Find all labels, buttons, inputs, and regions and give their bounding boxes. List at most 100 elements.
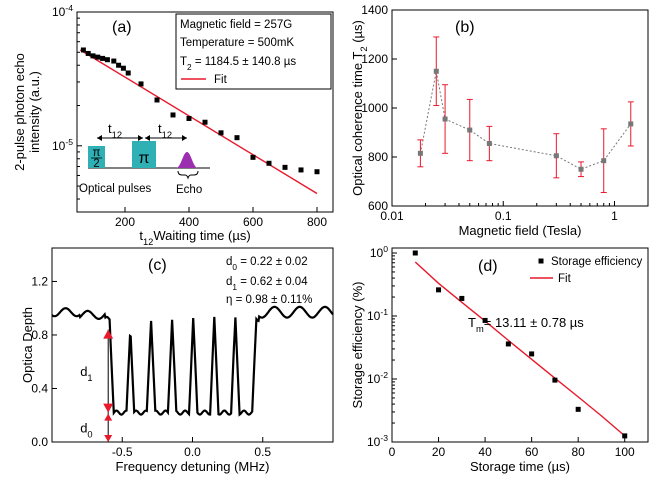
panel-b-xtick-label: 1 <box>611 209 618 223</box>
panel-c-xtick-label: -0.5 <box>112 445 133 459</box>
panel-a-xlabel: t12Waiting time (µs) <box>139 228 250 247</box>
panel-a-legend-fit-label: Fit <box>214 74 228 86</box>
panel-d-point <box>505 341 511 347</box>
panel-a-point <box>111 58 117 64</box>
panel-d-label: (d) <box>478 258 498 275</box>
panel-d-legend-point-label: Storage efficiency <box>551 256 642 268</box>
inset-arrow-2-head-left <box>145 135 150 141</box>
panel-a-point <box>266 160 272 166</box>
panel-d-point <box>552 377 558 383</box>
panel-b-point <box>467 127 473 133</box>
panel-b-xtick-label: 0.1 <box>495 209 512 223</box>
panel-a-label: (a) <box>112 19 132 36</box>
panel-a-ytick-label: 10-4 <box>52 3 73 19</box>
panel-c-ylabel: Optica Depth <box>20 307 35 383</box>
panel-c-annotation: d1 = 0.62 ± 0.04 <box>226 276 308 292</box>
panel-d-annotation: Tm= 13.11 ± 0.78 µs <box>468 315 584 334</box>
panel-b-point <box>601 158 607 164</box>
panel-a-ylabel-line1: 2-pulse photon echo <box>12 53 27 171</box>
panel-c: -0.5 0.0 0.5 0.0 0.4 0.8 1.2 Frequency detuning… <box>20 247 334 474</box>
panel-c-label: (c) <box>148 257 167 274</box>
panel-b-frame <box>391 9 649 207</box>
panel-b-point <box>578 166 584 172</box>
panel-b-point <box>442 116 448 122</box>
panel-d-ytick-label: 100 <box>370 244 388 260</box>
panel-c-annotation: d0 = 0.22 ± 0.02 <box>226 256 308 272</box>
panel-b-point <box>628 121 634 127</box>
inset-echo-brace <box>177 170 199 180</box>
panel-d-xtick-label: 60 <box>525 445 539 459</box>
panel-a-legend-t2: T2 = 1184.5 ± 140.8 µs <box>180 56 296 72</box>
panel-c-d0-head-top <box>104 413 113 421</box>
panel-d-xtick-label: 80 <box>572 445 586 459</box>
inset-arrow-1-head-right <box>138 135 143 141</box>
panel-a-point <box>138 81 144 87</box>
inset-t12-label-1: t12 <box>108 121 122 140</box>
inset-pulse-half-pi <box>88 146 105 168</box>
panel-d-xlabel: Storage time (µs) <box>470 459 570 474</box>
panel-d-point <box>459 295 465 301</box>
panel-a-xtick-label: 400 <box>179 215 199 229</box>
inset-pulse-pi <box>132 141 156 168</box>
panel-b-point <box>486 141 492 147</box>
panel-d-point <box>622 433 628 439</box>
panel-a-xtick-label: 200 <box>115 215 135 229</box>
panel-d-ytick-label: 10-2 <box>367 370 388 386</box>
panel-a-ylabel-line2: intensity (a.u.) <box>27 71 42 153</box>
panel-d-point <box>575 406 581 412</box>
panel-c-ytick-label: 0.8 <box>31 328 48 342</box>
panel-b-ytick-label: 600 <box>368 199 388 213</box>
panel-b-ytick-label: 1000 <box>361 101 388 115</box>
panel-d-xtick-label: 40 <box>478 445 492 459</box>
inset-pi-symbol: π <box>138 150 149 167</box>
panel-c-xtick-label: 0.5 <box>254 445 271 459</box>
panel-a-point <box>120 65 126 71</box>
panel-d-xtick-label: 20 <box>432 445 446 459</box>
panel-b-point <box>553 153 559 159</box>
panel-a-point <box>125 70 131 76</box>
panel-a-point <box>170 112 176 118</box>
panel-a-ylabel: 2-pulse photon echo intensity (a.u.) <box>12 53 42 171</box>
panel-d-point <box>529 351 535 357</box>
panel-a: 200 400 600 800 10-5 10-4 t12Waiting time (µs)… <box>12 3 334 247</box>
panel-c-annotation: η = 0.98 ± 0.11% <box>226 294 312 306</box>
panel-d-fit-line <box>414 261 626 437</box>
inset-pulses-label: Optical pulses <box>79 183 151 195</box>
panel-a-point <box>234 135 240 141</box>
panel-d-ytick-label: 10-3 <box>367 433 388 449</box>
panel-a-xtick-label: 800 <box>307 215 327 229</box>
panel-c-ytick-label: 0.0 <box>31 435 48 449</box>
panel-b-label: (b) <box>455 19 475 36</box>
panel-a-legend-field: Magnetic field = 257G <box>180 19 292 31</box>
panel-a-point <box>218 130 224 136</box>
panel-a-point <box>85 50 91 56</box>
panel-a-fit-line <box>79 49 318 195</box>
inset-arrow-1-head-left <box>97 135 102 141</box>
panel-c-ytick-label: 1.2 <box>31 274 48 288</box>
panel-a-point <box>314 169 320 175</box>
panel-d-legend-fit-label: Fit <box>558 273 572 285</box>
inset-echo-label: Echo <box>176 184 202 196</box>
panel-d: 0 20 40 60 80 100 10-3 10-2 10-1 100 Storage time … <box>350 244 649 474</box>
panel-d-frame <box>391 247 649 443</box>
panel-a-point <box>116 62 122 68</box>
panel-c-xtick-label: 0.0 <box>184 445 201 459</box>
panel-a-point <box>104 57 110 63</box>
panel-b-ytick-label: 1200 <box>361 52 388 66</box>
panel-a-point <box>202 119 208 125</box>
panel-a-xtick-label: 600 <box>243 215 263 229</box>
inset-echo-pulse <box>176 152 198 168</box>
panel-d-xtick-label: 100 <box>615 445 635 459</box>
inset-half-pi-den: 2 <box>93 158 99 170</box>
panel-a-legend-box <box>175 13 332 90</box>
panel-d-point <box>436 287 442 293</box>
panel-b-point <box>433 68 439 74</box>
panel-d-xtick-label: 0 <box>389 445 396 459</box>
panel-d-point <box>482 317 488 323</box>
panel-d-ylabel: Storage efficiency (%) <box>350 282 365 409</box>
panel-b-xlabel: Magnetic field (Tesla) <box>459 223 582 238</box>
panel-d-legend-point-swatch <box>538 258 544 264</box>
panel-a-point <box>186 115 192 121</box>
